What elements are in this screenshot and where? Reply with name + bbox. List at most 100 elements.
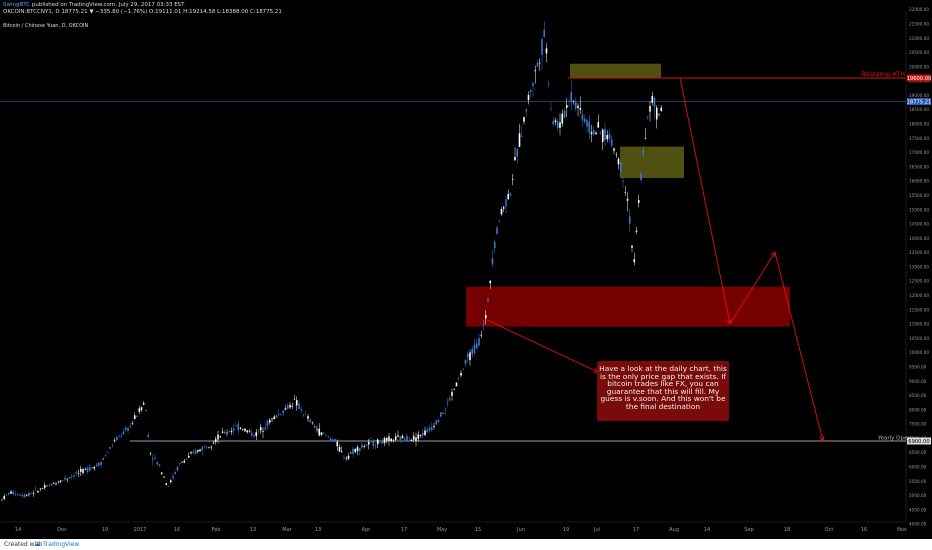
candle-body	[586, 120, 588, 127]
candle	[183, 458, 186, 464]
candle-body	[358, 448, 361, 451]
candle	[127, 426, 129, 435]
candle-body	[579, 108, 582, 110]
candle	[466, 350, 469, 363]
candle-body	[446, 402, 449, 403]
candle-body	[178, 463, 181, 465]
y-tick-label: 9500.00	[909, 364, 927, 369]
candle-body	[460, 372, 462, 376]
projection-arrowhead	[819, 436, 825, 443]
candle-body	[604, 128, 606, 141]
candle-body	[151, 458, 154, 460]
candle	[635, 226, 638, 235]
candle	[502, 205, 505, 213]
candle-body	[453, 389, 456, 390]
candle-body	[590, 132, 593, 135]
candle	[406, 433, 408, 443]
y-tick-label: 11000.00	[909, 322, 929, 327]
candle	[208, 446, 210, 449]
tradingview-brand[interactable]: TradingView	[43, 541, 80, 548]
symbol-title: Bitcoin / Chinese Yuan, D, OKCOIN	[3, 23, 89, 29]
candle	[286, 403, 289, 409]
candle	[597, 114, 600, 128]
candle	[570, 79, 573, 111]
candle-body	[644, 138, 647, 139]
candle-body	[307, 416, 309, 419]
candle-body	[28, 494, 30, 495]
candle-body	[642, 150, 645, 155]
y-tick-label: 6500.00	[909, 450, 927, 455]
candle-body	[266, 420, 269, 427]
candle-body	[167, 486, 170, 487]
candle-body	[592, 130, 595, 135]
candle	[464, 359, 467, 367]
candle-body	[145, 410, 147, 412]
candle-body	[230, 431, 233, 433]
candle	[622, 176, 624, 188]
candle-body	[264, 427, 267, 430]
candle-body	[253, 434, 255, 437]
candle-body	[635, 230, 638, 232]
candle-body	[601, 129, 604, 142]
candle	[194, 448, 197, 456]
candle-body	[561, 113, 564, 124]
candle-body	[406, 435, 408, 442]
candle	[534, 65, 537, 84]
y-tick-label: 7500.00	[909, 422, 927, 427]
candle-body	[343, 457, 345, 459]
candle	[642, 146, 645, 159]
candle	[75, 470, 78, 477]
candle-body	[572, 101, 575, 103]
price-axis[interactable]: 4000.00 4500.00 5000.00 5500.00 6000.00 6500.…	[905, 7, 929, 527]
candle	[601, 128, 604, 151]
candle	[482, 319, 485, 331]
candle-body	[106, 452, 109, 453]
candle	[325, 433, 327, 437]
candle-body	[140, 407, 143, 410]
candle	[185, 458, 188, 460]
candle-body	[291, 406, 294, 407]
candle	[385, 436, 388, 444]
candle-body	[502, 207, 505, 209]
candle	[73, 472, 75, 479]
candle-body	[509, 193, 512, 196]
candle-body	[329, 438, 332, 441]
candle-body	[262, 431, 264, 432]
candle-body	[570, 91, 573, 103]
time-axis[interactable]: 14 Dec 19 2017 16 Feb 13 Mar 13 Apr 17 May 15 Jun 19 Ju…	[0, 521, 907, 533]
candle	[266, 419, 269, 430]
candle	[541, 38, 543, 71]
candle	[199, 448, 201, 452]
candle-body	[241, 429, 244, 431]
candle	[559, 113, 561, 136]
candle-body	[235, 426, 237, 427]
candle-body	[280, 414, 282, 415]
candle	[113, 437, 116, 443]
candle	[433, 422, 435, 430]
note-pointer-line	[486, 319, 599, 373]
candle-body	[532, 82, 534, 86]
candle-body	[577, 105, 579, 108]
candle	[640, 172, 642, 182]
candle-body	[68, 477, 71, 479]
candle	[106, 451, 109, 453]
y-tick-label: 15500.00	[909, 193, 929, 198]
candle-body	[187, 455, 190, 458]
candle	[511, 173, 514, 186]
candle-body	[365, 444, 368, 446]
author-link[interactable]: SwingBTC	[3, 2, 31, 8]
candle-body	[133, 415, 136, 419]
projection-path	[679, 77, 824, 442]
candle-body	[394, 436, 397, 440]
candle-body	[228, 431, 231, 432]
candle	[381, 437, 384, 444]
candle-body	[631, 245, 633, 248]
candle	[145, 409, 147, 412]
candle-body	[174, 472, 177, 474]
candle	[334, 438, 336, 443]
candle	[313, 424, 316, 429]
x-tick-label: Nov	[897, 527, 907, 533]
projection-arrowhead	[726, 318, 732, 325]
candle-body	[478, 338, 480, 346]
